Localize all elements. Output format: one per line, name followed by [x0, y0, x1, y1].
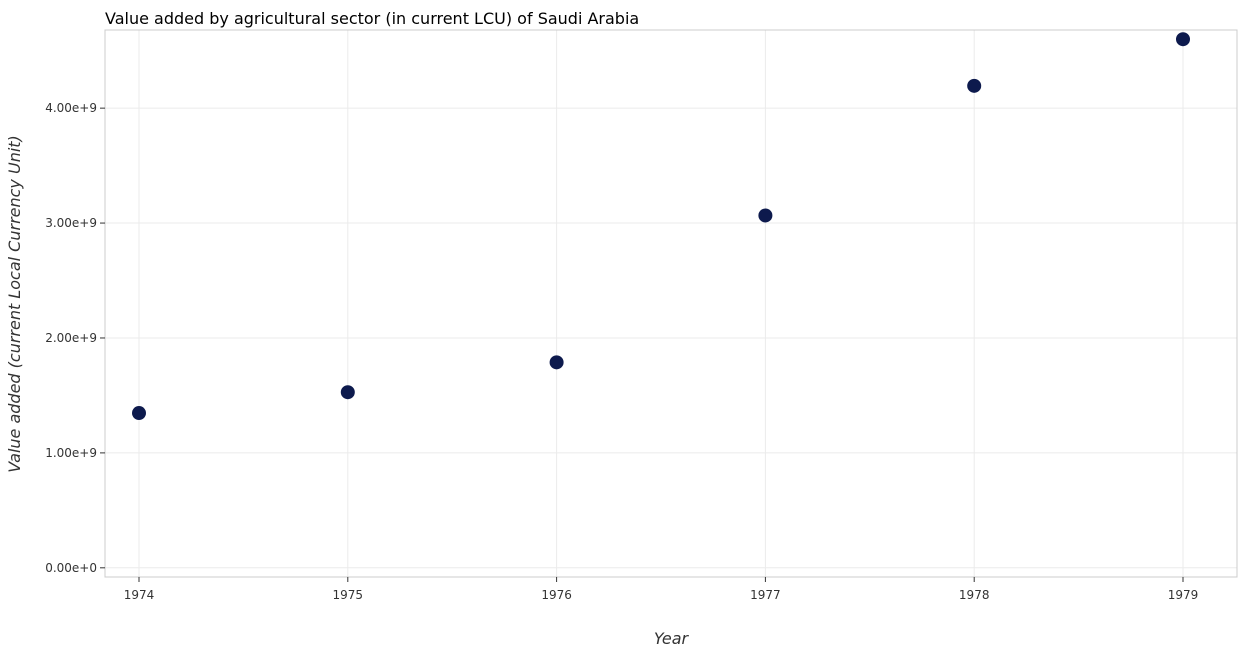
y-tick-label: 3.00e+9: [45, 216, 97, 230]
y-axis-label: Value added (current Local Currency Unit…: [5, 135, 24, 473]
x-tick-label: 1974: [124, 588, 155, 602]
data-point-1975: [340, 385, 355, 400]
data-point-1977: [758, 208, 773, 223]
data-point-1979: [1176, 32, 1190, 47]
y-tick-label: 2.00e+9: [45, 331, 97, 345]
x-axis-label: Year: [654, 629, 690, 648]
chart-title: Value added by agricultural sector (in c…: [105, 9, 639, 28]
data-point-1976: [549, 355, 564, 370]
x-tick-label: 1979: [1168, 588, 1199, 602]
x-tick-label: 1975: [333, 588, 364, 602]
data-point-1974: [132, 406, 146, 421]
y-tick-label: 4.00e+9: [45, 101, 97, 115]
y-tick-label: 0.00e+0: [45, 561, 97, 575]
plot-frame: [104, 29, 1238, 578]
x-axis-ticks: 1974 1975 1976 1977 1978 1979: [124, 577, 1199, 602]
data-points: [132, 32, 1190, 421]
data-point-1978: [967, 78, 982, 93]
gridlines: [105, 30, 1237, 577]
y-tick-label: 1.00e+9: [45, 446, 97, 460]
x-tick-label: 1976: [541, 588, 572, 602]
x-tick-label: 1977: [750, 588, 781, 602]
y-axis-ticks: 0.00e+0 1.00e+9 2.00e+9 3.00e+9 4.00e+9: [45, 101, 105, 575]
x-tick-label: 1978: [959, 588, 990, 602]
